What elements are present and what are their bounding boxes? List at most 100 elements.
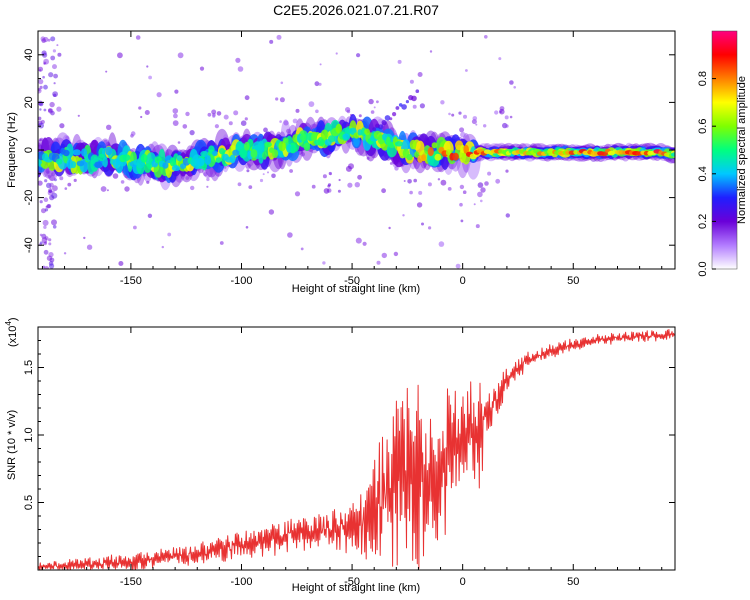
spectrogram-speckle — [459, 184, 465, 190]
spectrogram-cell — [253, 144, 262, 151]
snr-x-tick-label: -150 — [120, 576, 142, 588]
spectrogram-y-tick-label: -20 — [23, 190, 35, 206]
spectrogram-speckle — [460, 131, 466, 138]
spectrogram-speckle — [57, 52, 62, 57]
spectrogram-cell — [171, 165, 181, 172]
spectrogram-speckle — [504, 115, 509, 120]
spectrogram-speckle — [345, 165, 352, 172]
spectrogram-speckle — [117, 52, 123, 59]
spectrogram-speckle — [206, 177, 210, 182]
spectrogram-panel: -150 -100 -50 0 50 -40 -20 0 20 40 Height of str… — [6, 30, 676, 295]
spectrogram-speckle — [271, 173, 276, 179]
spectrogram-speckle — [389, 162, 393, 165]
spectrogram-speckle — [376, 260, 381, 265]
spectrogram-speckle — [42, 265, 46, 269]
spectrogram-speckle — [59, 176, 64, 181]
spectrogram-speckle — [475, 123, 478, 126]
spectrogram-cell — [272, 149, 279, 159]
spectrogram-speckle — [86, 244, 93, 250]
spectrogram-speckle — [59, 123, 65, 129]
spectrogram-speckle — [337, 189, 341, 193]
snr-scale-exponent: 4 — [4, 321, 13, 326]
snr-x-tick-label: -50 — [344, 576, 360, 588]
spectrogram-cell — [452, 152, 459, 161]
spectrogram-speckle — [472, 116, 478, 121]
spectrogram-speckle — [135, 35, 141, 40]
colorbar-tick-label: 0.6 — [697, 119, 709, 134]
spectrogram-speckle — [48, 238, 52, 242]
spectrogram-speckle — [52, 185, 58, 192]
spectrogram-speckle — [389, 117, 393, 121]
spectrogram-speckle — [52, 64, 57, 70]
spectrogram-speckle — [216, 111, 222, 116]
spectrogram-speckle — [505, 213, 510, 218]
spectrogram-speckle — [38, 79, 44, 85]
spectrogram-speckle — [203, 172, 208, 177]
spectrogram-speckle — [51, 219, 57, 226]
spectrogram-speckle — [173, 113, 178, 119]
spectrogram-speckle — [49, 182, 54, 188]
spectrogram-cell — [670, 152, 675, 157]
spectrogram-x-ticks: -150 -100 -50 0 50 — [41, 31, 663, 287]
spectrogram-cell — [394, 141, 404, 147]
spectrogram-speckle — [448, 112, 451, 116]
spectrogram-speckle — [402, 214, 405, 217]
spectrogram-speckle — [494, 110, 499, 115]
spectrogram-speckle — [106, 124, 112, 130]
spectrogram-cell — [204, 155, 212, 165]
spectrogram-speckle — [112, 173, 119, 179]
snr-x-tick-label: -100 — [230, 576, 252, 588]
spectrogram-cell — [250, 148, 258, 159]
spectrogram-speckle — [327, 184, 331, 188]
spectrogram-speckle — [172, 120, 179, 126]
spectrogram-speckle — [237, 182, 242, 187]
spectrogram-speckle — [480, 199, 483, 203]
spectrogram-cell — [427, 146, 434, 157]
spectrogram-speckle — [52, 49, 57, 53]
spectrogram-speckle — [172, 108, 179, 114]
spectrogram-cell — [320, 129, 329, 140]
spectrogram-cell — [66, 143, 74, 160]
spectrogram-cell — [406, 154, 413, 161]
spectrogram-speckle — [384, 115, 391, 121]
spectrogram-speckle — [381, 188, 386, 194]
spectrogram-speckle — [354, 182, 360, 188]
spectrogram-speckle — [505, 169, 509, 173]
spectrogram-speckle — [354, 148, 359, 153]
spectrogram-cell — [232, 149, 241, 156]
spectrogram-speckle — [409, 190, 413, 195]
spectrogram-speckle — [275, 97, 279, 101]
spectrogram-speckle — [477, 182, 484, 188]
spectrogram-speckle — [39, 241, 43, 245]
spectrogram-speckle — [263, 127, 268, 133]
spectrogram-speckle — [458, 111, 462, 115]
spectrogram-speckle — [212, 114, 216, 118]
spectrogram-speckle — [315, 109, 319, 114]
spectrogram-cell — [229, 154, 236, 164]
spectrogram-speckle — [44, 266, 50, 269]
spectrogram-cell — [421, 154, 427, 162]
spectrogram-speckle — [43, 197, 49, 202]
spectrogram-speckle — [395, 106, 400, 110]
spectrogram-speckle — [244, 117, 248, 121]
spectrogram-cell — [262, 151, 267, 160]
spectrogram-speckle — [405, 100, 409, 104]
spectrogram-cell — [162, 162, 169, 169]
spectrogram-speckle — [347, 182, 353, 188]
spectrogram-speckle — [42, 219, 49, 226]
spectrogram-speckle — [185, 111, 190, 117]
spectrogram-cell — [72, 149, 81, 156]
spectrogram-cell — [409, 139, 417, 150]
spectrogram-speckle — [498, 57, 502, 61]
spectrogram-speckle — [428, 226, 432, 230]
spectrogram-speckle — [417, 72, 423, 77]
spectrogram-speckle — [418, 190, 423, 195]
spectrogram-speckle — [49, 187, 52, 190]
spectrogram-speckle — [295, 108, 300, 113]
spectrogram-speckle — [100, 186, 107, 192]
spectrogram-y-ticks: -40 -20 0 20 40 — [23, 30, 675, 270]
spectrogram-speckle — [51, 192, 58, 199]
spectrogram-speckle — [38, 88, 41, 92]
spectrogram-speckle — [41, 208, 46, 214]
spectrogram-speckle — [63, 252, 67, 255]
